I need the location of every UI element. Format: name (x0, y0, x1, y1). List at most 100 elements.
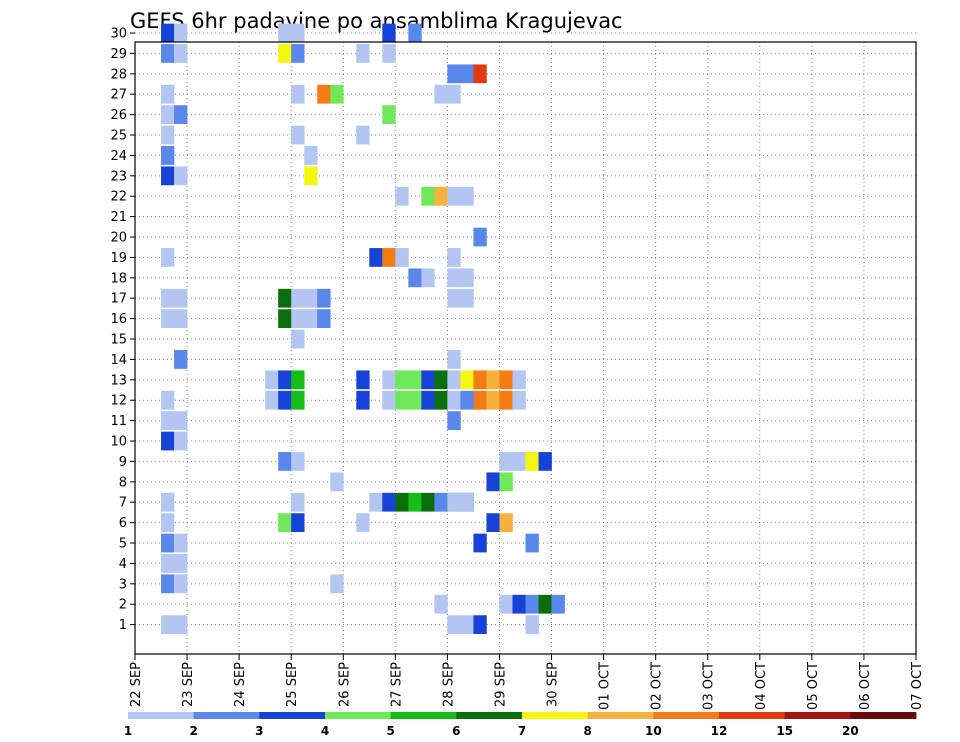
legend-label: 4 (321, 724, 329, 738)
heatmap-cell (161, 574, 175, 594)
y-tick-label: 19 (110, 251, 127, 266)
legend-swatch (850, 712, 917, 719)
heatmap-cell (278, 390, 292, 410)
heatmap-cell (174, 23, 188, 43)
heatmap-cell (265, 370, 279, 390)
heatmap-cell (161, 125, 175, 145)
heatmap-cell (161, 248, 175, 267)
heatmap-cell (460, 390, 474, 410)
cells-layer (161, 23, 565, 635)
heatmap-cell (161, 492, 175, 512)
heatmap-cell (447, 492, 461, 512)
heatmap-cell (161, 44, 175, 63)
y-tick-label: 18 (110, 271, 127, 286)
y-tick-label: 3 (119, 577, 127, 592)
heatmap-cell (161, 166, 175, 186)
heatmap-cell (460, 492, 474, 512)
heatmap-cell (408, 390, 422, 410)
heatmap-cell (447, 64, 461, 84)
heatmap-cell (460, 615, 474, 635)
heatmap-cell (473, 390, 487, 410)
color-legend: 1 2 3 4 5 6 7 8 10 12 15 20 (124, 712, 917, 738)
heatmap-cell (382, 105, 396, 125)
heatmap-cell (421, 186, 435, 206)
heatmap-cell (512, 452, 526, 471)
y-tick-label: 30 (110, 27, 127, 42)
heatmap-cell (538, 452, 552, 471)
heatmap-cell (499, 452, 513, 471)
heatmap-cell (291, 125, 305, 145)
y-tick-label: 24 (110, 149, 127, 164)
x-tick-label: 22 SEP (129, 662, 144, 707)
heatmap-cell (174, 615, 188, 635)
heatmap-cell (434, 594, 448, 614)
heatmap-cell (330, 574, 344, 594)
heatmap-cell (161, 554, 175, 573)
heatmap-cell (395, 390, 409, 410)
heatmap-cell (161, 84, 175, 104)
heatmap-cell (161, 288, 175, 308)
legend-swatch (653, 712, 720, 719)
y-tick-label: 15 (110, 333, 127, 348)
y-tick-label: 12 (110, 394, 127, 409)
heatmap-cell (174, 350, 188, 369)
y-axis: 1234567891011121314151617181920212223242… (110, 27, 135, 633)
heatmap-cell (382, 23, 396, 43)
heatmap-cell (304, 288, 318, 308)
x-tick-label: 06 OCT (858, 662, 873, 710)
legend-swatch (259, 712, 326, 719)
heatmap-cell (174, 44, 188, 63)
heatmap-cell (460, 370, 474, 390)
legend-swatch (784, 712, 851, 719)
x-tick-label: 01 OCT (598, 662, 613, 710)
heatmap-cell (291, 452, 305, 471)
heatmap-cell (278, 513, 292, 533)
y-tick-label: 14 (110, 353, 127, 368)
heatmap-cell (291, 84, 305, 104)
heatmap-cell (278, 288, 292, 308)
heatmap-cell (174, 309, 188, 329)
x-tick-label: 30 SEP (546, 662, 561, 707)
heatmap-cell (161, 105, 175, 125)
x-tick-label: 25 SEP (285, 662, 300, 707)
heatmap-cell (382, 44, 396, 63)
heatmap-cell (473, 370, 487, 390)
legend-label: 7 (518, 724, 526, 738)
y-tick-label: 20 (110, 231, 127, 246)
heatmap-cell (434, 84, 448, 104)
x-axis: 22 SEP 23 SEP 24 SEP 25 SEP 26 SEP 27 SEP 28 S… (129, 654, 925, 710)
heatmap-cell (447, 370, 461, 390)
heatmap-cell (434, 370, 448, 390)
heatmap-cell (551, 594, 565, 614)
heatmap-cell (291, 370, 305, 390)
y-tick-label: 26 (110, 108, 127, 123)
x-tick-label: 24 SEP (233, 662, 248, 707)
y-tick-label: 1 (119, 618, 127, 633)
legend-swatch (719, 712, 786, 719)
heatmap-cell (161, 411, 175, 431)
heatmap-cell (291, 390, 305, 410)
heatmap-cell (356, 125, 370, 145)
heatmap-cell (460, 268, 474, 288)
heatmap-cell (525, 533, 539, 553)
legend-label: 8 (583, 724, 591, 738)
heatmap-cell (174, 574, 188, 594)
legend-label: 3 (255, 724, 263, 738)
heatmap-cell (265, 390, 279, 410)
heatmap-cell (408, 23, 422, 43)
legend-swatch (128, 712, 195, 719)
y-tick-label: 11 (110, 414, 127, 429)
heatmap-cell (473, 64, 487, 84)
heatmap-cell (408, 268, 422, 288)
heatmap-cell (512, 594, 526, 614)
heatmap-cell (330, 84, 344, 104)
legend-swatch (390, 712, 457, 719)
heatmap-cell (161, 309, 175, 329)
x-tick-label: 26 SEP (337, 662, 352, 707)
heatmap-cell (421, 390, 435, 410)
heatmap-cell (382, 248, 396, 267)
heatmap-cell (473, 227, 487, 247)
heatmap-cell (525, 615, 539, 635)
heatmap-cell (356, 44, 370, 63)
legend-swatch (587, 712, 654, 719)
